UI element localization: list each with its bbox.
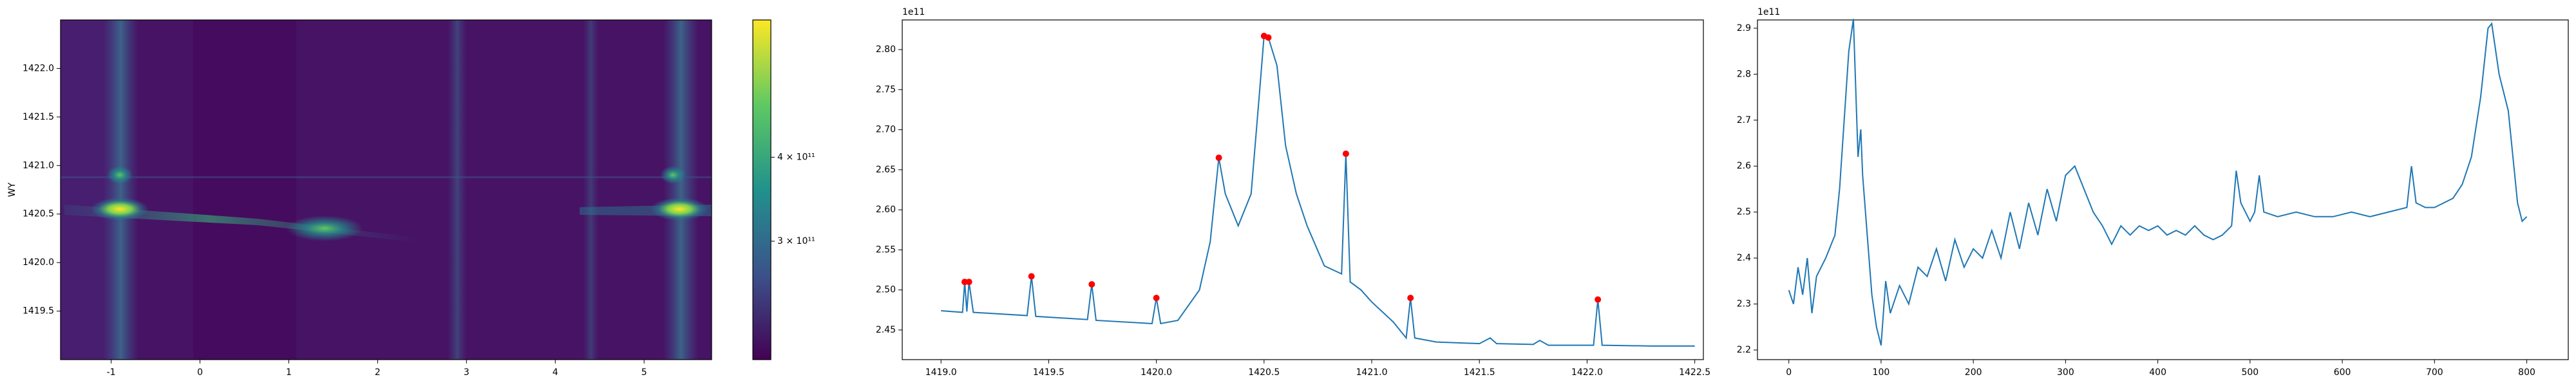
peak-marker bbox=[1342, 150, 1349, 157]
x-tick-label: -1 bbox=[107, 367, 116, 378]
x-tick-label: 300 bbox=[2057, 367, 2074, 378]
heatmap-stripe bbox=[103, 20, 138, 360]
x-tick-label: 800 bbox=[2518, 367, 2535, 378]
heatmap-stripe bbox=[448, 20, 467, 360]
x-tick-label: 2 bbox=[375, 367, 381, 378]
heatmap-peak bbox=[286, 216, 363, 241]
peak-marker bbox=[1595, 296, 1602, 303]
y-tick-label: 2.6 bbox=[1737, 161, 1751, 171]
peak-marker bbox=[1088, 280, 1095, 288]
peak-marker bbox=[1153, 295, 1160, 302]
data-line bbox=[1788, 19, 2528, 346]
heatmap-peak bbox=[91, 198, 149, 221]
heatmap-stripe bbox=[193, 20, 296, 360]
y-tick-label: 2.45 bbox=[876, 325, 896, 335]
x-tick-label: 5 bbox=[641, 367, 647, 378]
colorbar-tick-label: 4 × 10¹¹ bbox=[777, 152, 815, 162]
x-tick-label: 0 bbox=[1786, 367, 1792, 378]
colorbar-tick-label: 3 × 10¹¹ bbox=[777, 236, 815, 246]
y-offset-label: 1e11 bbox=[1757, 7, 1780, 17]
y-tick-label: 1422.0 bbox=[23, 63, 54, 73]
axes-frame bbox=[902, 19, 1704, 360]
y-tick-label: 2.9 bbox=[1737, 23, 1751, 33]
heatmap-band bbox=[64, 205, 425, 243]
y-tick-label: 2.5 bbox=[1737, 207, 1751, 217]
x-tick-label: 1 bbox=[286, 367, 292, 378]
heatmap-peak bbox=[650, 198, 708, 221]
y-tick-label: 2.3 bbox=[1737, 299, 1751, 309]
y-tick-label: 1419.5 bbox=[23, 306, 54, 317]
y-tick-label: 2.60 bbox=[876, 205, 896, 215]
y-tick-label: 2.70 bbox=[876, 125, 896, 135]
colorbar bbox=[753, 20, 771, 360]
y-tick-label: 2.55 bbox=[876, 244, 896, 255]
peak-marker bbox=[1407, 295, 1414, 302]
x-tick-label: 100 bbox=[1873, 367, 1890, 378]
heatmap-stripe bbox=[663, 20, 699, 360]
axes-frame bbox=[1757, 19, 2569, 360]
x-tick-label: 3 bbox=[464, 367, 469, 378]
y-offset-label: 1e11 bbox=[902, 7, 925, 17]
y-tick-label: 2.65 bbox=[876, 165, 896, 175]
peak-marker bbox=[965, 279, 972, 286]
y-tick-label: 1421.5 bbox=[23, 112, 54, 122]
x-tick-label: 500 bbox=[2241, 367, 2259, 378]
data-line bbox=[941, 35, 1695, 347]
heatmap-background bbox=[61, 20, 712, 360]
x-tick-label: 1419.5 bbox=[1033, 367, 1065, 378]
x-tick-label: 1421.5 bbox=[1464, 367, 1495, 378]
peak-marker bbox=[1028, 273, 1035, 280]
x-tick-label: 700 bbox=[2426, 367, 2443, 378]
x-tick-label: 600 bbox=[2334, 367, 2351, 378]
x-tick-label: 1421.0 bbox=[1356, 367, 1388, 378]
x-tick-label: 1422.5 bbox=[1679, 367, 1710, 378]
heatmap-line bbox=[61, 176, 712, 178]
colorbar-frame bbox=[752, 19, 772, 360]
x-tick-label: 400 bbox=[2149, 367, 2166, 378]
y-tick-label: 2.4 bbox=[1737, 253, 1751, 263]
peak-marker bbox=[1215, 154, 1222, 161]
y-tick-label: 1420.5 bbox=[23, 209, 54, 219]
x-tick-label: 1419.0 bbox=[925, 367, 957, 378]
y-tick-label: 2.80 bbox=[876, 44, 896, 55]
x-tick-label: 1422.0 bbox=[1571, 367, 1603, 378]
x-tick-label: 200 bbox=[1965, 367, 1982, 378]
y-tick-label: 1421.0 bbox=[23, 160, 54, 170]
axes-frame bbox=[60, 19, 712, 360]
y-tick-label: 2.50 bbox=[876, 285, 896, 295]
x-tick-label: 4 bbox=[553, 367, 558, 378]
heatmap-stripe bbox=[583, 20, 599, 360]
peak-marker bbox=[1265, 34, 1272, 41]
y-tick-label: 2.2 bbox=[1737, 345, 1751, 355]
heatmap-peak bbox=[660, 166, 686, 184]
heatmap-image bbox=[61, 20, 712, 360]
x-tick-label: 1420.5 bbox=[1248, 367, 1280, 378]
y-tick-label: 2.8 bbox=[1737, 69, 1751, 79]
y-axis-label: WY bbox=[7, 182, 17, 197]
x-tick-label: 0 bbox=[197, 367, 203, 378]
y-tick-label: 1420.0 bbox=[23, 257, 54, 268]
x-tick-label: 1420.0 bbox=[1141, 367, 1172, 378]
y-tick-label: 2.7 bbox=[1737, 115, 1751, 125]
heatmap-peak bbox=[107, 166, 133, 184]
y-tick-label: 2.75 bbox=[876, 84, 896, 95]
